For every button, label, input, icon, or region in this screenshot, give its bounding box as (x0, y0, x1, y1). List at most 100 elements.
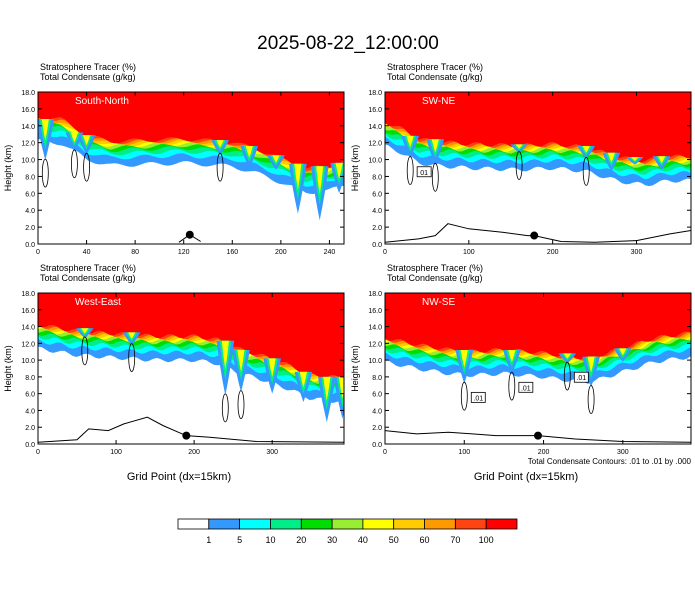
variable-label: Total Condensate (g/kg) (387, 273, 483, 283)
y-tick-label: 6.0 (25, 392, 35, 399)
legend-swatch (239, 518, 271, 530)
tracer-intrusion (607, 152, 615, 163)
y-tick-label: 12.0 (368, 341, 382, 348)
legend-label: 1 (206, 535, 211, 545)
x-tick-label: 300 (617, 449, 629, 456)
y-tick-label: 18.0 (368, 291, 382, 298)
legend-label: 10 (265, 535, 275, 545)
y-tick-label: 4.0 (372, 408, 382, 415)
condensate-contour (515, 151, 523, 180)
x-tick-label: 0 (383, 249, 387, 256)
x-tick-label: 200 (538, 449, 550, 456)
variable-label: Total Condensate (g/kg) (40, 273, 136, 283)
contour-label: .01 (521, 385, 531, 392)
plot-area (38, 293, 344, 444)
plot-frame (37, 292, 345, 445)
variable-label: Total Condensate (g/kg) (40, 72, 136, 82)
condensate-contour (563, 361, 571, 391)
y-tick-label: 16.0 (368, 308, 382, 315)
y-axis-label: Height (km) (350, 145, 360, 192)
condensate-contour (71, 149, 78, 179)
terrain-line (385, 430, 691, 443)
y-tick-label: 6.0 (372, 191, 382, 198)
contour-label-box (518, 381, 534, 393)
y-tick-label: 16.0 (368, 107, 382, 114)
condensate-contour (582, 156, 590, 186)
y-tick-label: 8.0 (25, 174, 35, 181)
plot-frame (384, 91, 692, 245)
contour-footnote: Total Condensate Contours: .01 to .01 by… (528, 457, 692, 466)
y-tick-label: 12.0 (368, 141, 382, 148)
contour-label: .01 (576, 375, 586, 382)
legend-swatch (454, 518, 487, 530)
legend-swatch (424, 518, 456, 530)
condensate-contour (216, 152, 224, 182)
x-tick-label: 0 (36, 449, 40, 456)
location-marker (182, 431, 191, 440)
tracer-intrusion (70, 132, 78, 143)
legend-label: 50 (389, 535, 399, 545)
condensate-contour (128, 343, 136, 373)
x-tick-label: 100 (110, 449, 122, 456)
legend-label: 100 (479, 535, 494, 545)
tracer-band-10 (38, 92, 344, 169)
y-tick-label: 2.0 (25, 225, 35, 232)
condensate-contour (460, 381, 468, 411)
y-tick-label: 16.0 (21, 308, 35, 315)
x-tick-label: 300 (631, 249, 643, 256)
tracer-intrusion (335, 162, 343, 179)
tracer-intrusion (431, 139, 439, 153)
legend-label: 40 (358, 535, 368, 545)
x-tick-label: 200 (547, 249, 559, 256)
legend-swatch (362, 518, 395, 530)
terrain-line (38, 416, 344, 443)
legend-swatch (270, 518, 302, 530)
condensate-contour (406, 156, 414, 185)
condensate-contour (237, 390, 245, 420)
tracer-intrusion (582, 146, 590, 153)
y-tick-label: 10.0 (368, 358, 382, 365)
tracer-intrusion (299, 371, 307, 388)
legend-label: 20 (296, 535, 306, 545)
y-tick-label: 0.0 (372, 242, 382, 249)
condensate-contour (587, 385, 595, 414)
tracer-intrusion (658, 156, 666, 164)
tracer-band-10 (385, 92, 691, 163)
y-tick-label: 8.0 (25, 375, 35, 382)
y-tick-label: 4.0 (372, 208, 382, 215)
tracer-intrusion (294, 163, 302, 190)
x-tick-label: 80 (131, 249, 139, 256)
tracer-intrusion (268, 358, 276, 377)
tracer-intrusion (221, 340, 229, 370)
plot-area (38, 92, 344, 244)
variable-label: Stratosphere Tracer (%) (40, 62, 136, 72)
y-tick-label: 18.0 (368, 90, 382, 97)
y-tick-label: 2.0 (372, 225, 382, 232)
legend-swatch (177, 518, 210, 530)
legend-swatch (300, 518, 333, 530)
x-tick-label: 200 (188, 449, 200, 456)
y-tick-label: 12.0 (21, 341, 35, 348)
y-tick-label: 16.0 (21, 107, 35, 114)
legend-swatch (393, 518, 425, 530)
contour-label-box (470, 391, 486, 403)
tracer-intrusion (619, 348, 627, 356)
tracer-intrusion (41, 119, 49, 141)
y-tick-label: 14.0 (368, 325, 382, 332)
panels: Stratosphere Tracer (%)Total Condensate … (3, 62, 692, 483)
y-tick-label: 4.0 (25, 408, 35, 415)
tracer-intrusion (460, 350, 468, 368)
tracer-intrusion (323, 376, 331, 401)
legend-label: 5 (237, 535, 242, 545)
tracer-intrusion (631, 157, 639, 161)
panel-0: Stratosphere Tracer (%)Total Condensate … (3, 62, 345, 256)
x-tick-label: 100 (458, 449, 470, 456)
condensate-contour (83, 152, 90, 182)
y-axis-label: Height (km) (350, 345, 360, 392)
x-tick-label: 300 (266, 449, 278, 456)
panel-label: West-East (75, 297, 121, 308)
variable-label: Total Condensate (g/kg) (387, 72, 483, 82)
y-tick-label: 10.0 (368, 158, 382, 165)
x-axis-label: Grid Point (dx=15km) (127, 471, 231, 483)
